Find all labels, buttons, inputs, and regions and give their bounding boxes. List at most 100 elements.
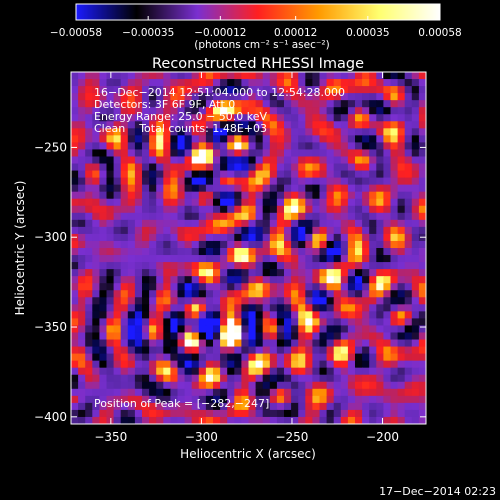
heatmap-cell (120, 262, 129, 270)
heatmap-cell (78, 360, 86, 369)
heatmap-cell (276, 283, 285, 291)
heatmap-cell (276, 360, 285, 369)
heatmap-cell (71, 107, 79, 115)
heatmap-cell (276, 212, 285, 221)
heatmap-cell (369, 332, 377, 341)
heatmap-cell (269, 142, 278, 151)
heatmap-cell (284, 205, 292, 214)
heatmap-cell (149, 311, 157, 319)
heatmap-cell (113, 297, 122, 305)
heatmap-cell (134, 360, 143, 369)
heatmap-cell (326, 269, 335, 277)
heatmap-cell (205, 184, 214, 193)
heatmap-cell (248, 184, 257, 193)
heatmap-cell (305, 248, 313, 256)
heatmap-cell (362, 233, 370, 242)
heatmap-cell (113, 219, 122, 228)
heatmap-cell (276, 339, 285, 348)
heatmap-cell (404, 304, 413, 312)
heatmap-cell (205, 170, 214, 179)
heatmap-cell (269, 262, 278, 270)
heatmap-cell (262, 163, 271, 172)
heatmap-cell (347, 170, 356, 179)
heatmap-cell (355, 290, 363, 298)
heatmap-cell (347, 114, 356, 122)
heatmap-cell (269, 332, 278, 341)
heatmap-cell (234, 416, 242, 424)
heatmap-cell (234, 283, 242, 291)
heatmap-cell (291, 381, 299, 390)
heatmap-cell (149, 233, 157, 242)
heatmap-cell (383, 107, 392, 115)
heatmap-cell (113, 135, 122, 143)
heatmap-cell (99, 198, 108, 207)
heatmap-cell (418, 353, 426, 362)
heatmap-cell (78, 276, 86, 284)
heatmap-cell (326, 79, 335, 87)
heatmap-cell (177, 170, 186, 179)
heatmap-cell (198, 402, 207, 411)
heatmap-cell (142, 100, 150, 108)
heatmap-cell (340, 360, 349, 369)
heatmap-cell (418, 170, 426, 179)
heatmap-cell (149, 318, 157, 327)
heatmap-cell (347, 79, 356, 87)
heatmap-cell (404, 360, 413, 369)
heatmap-cell (298, 248, 306, 256)
heatmap-cell (134, 353, 143, 362)
heatmap-cell (205, 100, 214, 108)
heatmap-cell (220, 72, 228, 80)
heatmap-cell (149, 128, 157, 136)
heatmap-cell (369, 367, 377, 376)
heatmap-cell (99, 283, 108, 291)
heatmap-cell (369, 163, 377, 172)
heatmap-cell (284, 255, 292, 263)
heatmap-cell (390, 346, 399, 355)
heatmap-cell (305, 381, 313, 390)
heatmap-cell (418, 135, 426, 143)
heatmap-cell (369, 381, 377, 390)
heatmap-cell (347, 255, 356, 263)
heatmap-cell (326, 374, 335, 383)
heatmap-cell (170, 219, 179, 228)
heatmap-cell (376, 409, 384, 418)
heatmap-cell (312, 114, 321, 122)
heatmap-cell (383, 72, 392, 80)
heatmap-cell (177, 255, 186, 263)
heatmap-cell (241, 240, 250, 249)
heatmap-cell (333, 297, 342, 305)
heatmap-cell (326, 304, 335, 312)
heatmap-cell (99, 177, 108, 186)
heatmap-cell (347, 276, 356, 284)
heatmap-cell (418, 198, 426, 207)
heatmap-cell (362, 248, 370, 256)
heatmap-cell (134, 374, 143, 383)
heatmap-cell (198, 318, 207, 327)
heatmap-cell (213, 212, 221, 221)
heatmap-cell (227, 233, 235, 242)
heatmap-cell (383, 86, 392, 94)
heatmap-cell (418, 107, 426, 115)
heatmap-cell (347, 374, 356, 383)
heatmap-cell (411, 233, 420, 242)
heatmap-cell (127, 255, 136, 263)
heatmap-cell (191, 283, 200, 291)
heatmap-cell (291, 128, 299, 136)
heatmap-cell (390, 240, 399, 249)
heatmap-cell (85, 205, 93, 214)
heatmap-cell (99, 72, 108, 80)
heatmap-cell (390, 374, 399, 383)
heatmap-cell (149, 276, 157, 284)
heatmap-cell (312, 283, 321, 291)
heatmap-cell (227, 219, 235, 228)
heatmap-cell (170, 290, 179, 298)
heatmap-cell (312, 107, 321, 115)
heatmap-cell (333, 142, 342, 151)
heatmap-cell (177, 212, 186, 221)
heatmap-cell (376, 255, 384, 263)
heatmap-cell (397, 170, 406, 179)
heatmap-cell (248, 269, 257, 277)
heatmap-cell (362, 135, 370, 143)
heatmap-cell (92, 198, 100, 207)
heatmap-cell (255, 184, 264, 193)
